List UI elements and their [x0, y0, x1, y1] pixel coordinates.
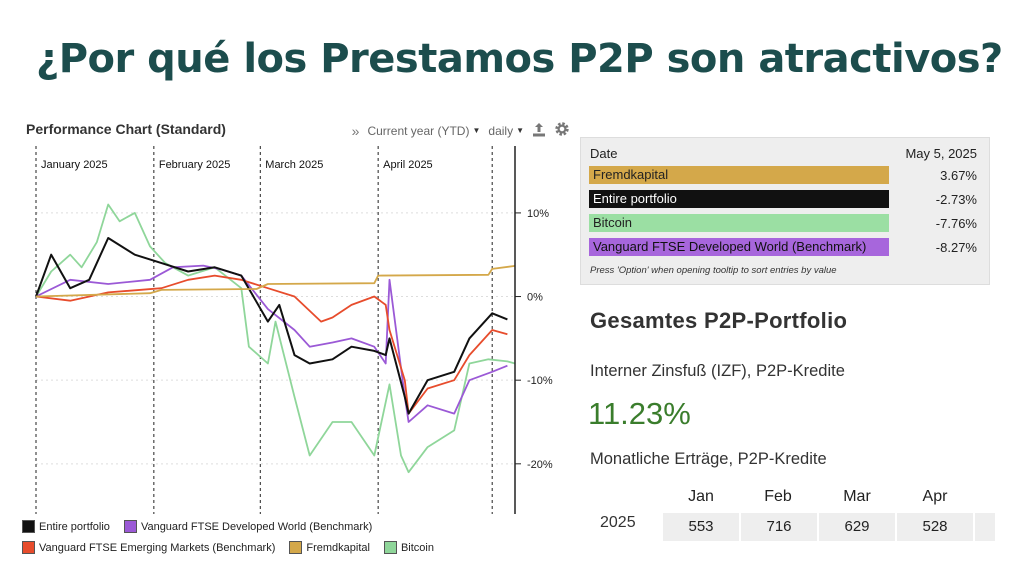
portfolio-title: Gesamtes P2P-Portfolio [590, 308, 848, 333]
legend-item-emerging-markets[interactable]: Vanguard FTSE Emerging Markets (Benchmar… [22, 541, 275, 554]
tooltip-series-label: Bitcoin [589, 214, 889, 232]
monthly-value-cell: 528 [897, 513, 973, 541]
tooltip-series-value: -8.27% [935, 239, 977, 255]
gear-icon[interactable] [554, 121, 570, 140]
tooltip-row: Fremdkapital 3.67% [589, 166, 977, 184]
legend-label: Bitcoin [400, 541, 434, 554]
tooltip-series-value: -2.73% [935, 191, 977, 207]
tooltip-series-value: 3.67% [940, 167, 977, 183]
month-header: Jan [688, 488, 714, 505]
caret-down-icon: ▼ [472, 126, 481, 135]
interval-dropdown[interactable]: daily ▼ [488, 124, 524, 138]
month-header: Mar [843, 488, 871, 505]
chart-legend: Entire portfolio Vanguard FTSE Developed… [22, 520, 434, 562]
legend-item-entire-portfolio[interactable]: Entire portfolio [22, 520, 110, 533]
double-chevron-right-icon[interactable]: » [351, 122, 360, 139]
legend-label: Vanguard FTSE Emerging Markets (Benchmar… [39, 541, 276, 554]
series-line-vanguard-ftse-emerging-markets-benchmark[interactable] [35, 274, 508, 415]
series-line-entire-portfolio[interactable] [35, 237, 508, 415]
monthly-value-cell: 716 [741, 513, 817, 541]
series-line-bitcoin[interactable] [35, 203, 516, 474]
series-line-vanguard-ftse-developed-world-benchmark[interactable] [35, 264, 508, 423]
year-cell: 2025 [600, 514, 636, 531]
tooltip-note: Press 'Option' when opening tooltip to s… [590, 265, 837, 276]
x-month-label: January 2025 [41, 159, 108, 171]
slide-title: ¿Por qué los Prestamos P2P son atractivo… [36, 36, 1003, 82]
legend-swatch [383, 541, 397, 554]
month-header: Feb [764, 488, 792, 505]
tooltip-header: Date May 5, 2025 [590, 146, 977, 161]
y-tick-label: -10% [527, 375, 553, 387]
irr-label: Interner Zinsfuß (IZF), P2P-Kredite [590, 362, 845, 380]
monthly-returns-label: Monatliche Erträge, P2P-Kredite [590, 450, 827, 468]
y-tick-label: 10% [527, 208, 549, 220]
legend-item-bitcoin[interactable]: Bitcoin [383, 541, 434, 554]
legend-item-fremdkapital[interactable]: Fremdkapital [289, 541, 370, 554]
legend-label: Vanguard FTSE Developed World (Benchmark… [140, 520, 373, 533]
legend-swatch [22, 520, 35, 533]
legend-swatch [289, 541, 303, 554]
y-tick-label: 0% [527, 292, 543, 304]
legend-item-developed-world[interactable]: Vanguard FTSE Developed World (Benchmark… [123, 520, 373, 533]
tooltip-series-label: Fremdkapital [589, 166, 889, 184]
interval-label: daily [488, 123, 514, 138]
monthly-value-cell: 629 [819, 513, 895, 541]
x-month-label: February 2025 [159, 159, 231, 171]
chart-controls: » Current year (YTD) ▼ daily ▼ [352, 121, 570, 140]
period-label: Current year (YTD) [367, 123, 470, 138]
series-line-fremdkapital[interactable] [35, 265, 516, 298]
performance-chart-panel: Performance Chart (Standard) » Current y… [18, 112, 570, 564]
tooltip-series-value: -7.76% [935, 215, 977, 231]
tooltip-date-value: May 5, 2025 [905, 146, 977, 161]
tooltip-date-label: Date [590, 146, 618, 161]
y-tick-label: -20% [527, 459, 553, 471]
legend-label: Fremdkapital [306, 541, 370, 554]
chart-title: Performance Chart (Standard) [26, 121, 226, 137]
irr-value: 11.23% [588, 396, 691, 431]
caret-down-icon: ▼ [516, 126, 524, 135]
chart-tooltip: Date May 5, 2025 Fremdkapital 3.67% Enti… [580, 137, 990, 285]
month-header: Apr [922, 488, 948, 505]
period-dropdown[interactable]: Current year (YTD) ▼ [367, 124, 480, 138]
legend-swatch [123, 520, 137, 533]
tooltip-row: Vanguard FTSE Developed World (Benchmark… [589, 238, 977, 256]
x-month-label: April 2025 [383, 159, 433, 171]
monthly-value-cell-empty [975, 513, 995, 541]
tooltip-row: Bitcoin -7.76% [589, 214, 977, 232]
legend-swatch [22, 541, 35, 554]
tooltip-series-label: Vanguard FTSE Developed World (Benchmark… [589, 238, 889, 256]
export-icon[interactable] [532, 122, 546, 140]
legend-label: Entire portfolio [39, 520, 110, 533]
tooltip-series-label: Entire portfolio [589, 190, 889, 208]
performance-chart[interactable]: January 2025 February 2025 March 2025 April… [18, 144, 570, 516]
tooltip-row: Entire portfolio -2.73% [589, 190, 977, 208]
monthly-value-cell: 553 [663, 513, 739, 541]
x-month-label: March 2025 [265, 159, 323, 171]
